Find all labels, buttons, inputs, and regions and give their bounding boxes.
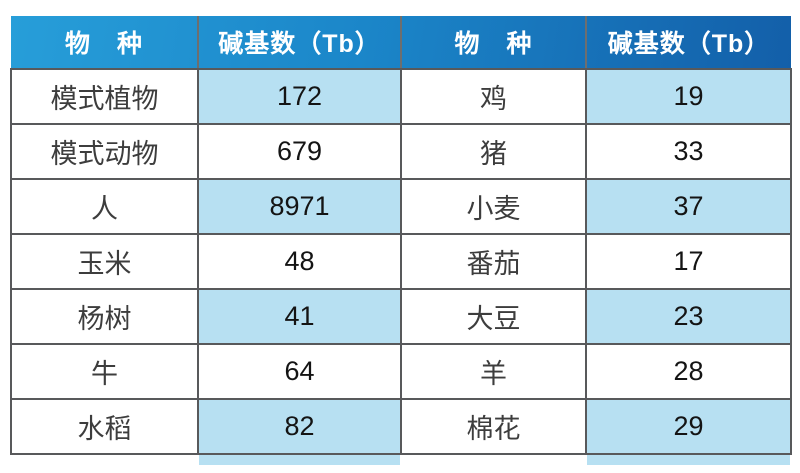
species-cell: 水稻 xyxy=(10,398,199,455)
table-row: 模式植物 172 鸡 19 xyxy=(10,68,792,125)
base-count-cell: 41 xyxy=(197,288,402,345)
base-count-cell: 48 xyxy=(197,233,402,290)
table-row: 人 8971 小麦 37 xyxy=(10,178,792,235)
species-cell: 玉米 xyxy=(10,233,199,290)
base-count-cell: 172 xyxy=(197,68,402,125)
base-count-cell: 19 xyxy=(585,68,792,125)
species-cell: 鸡 xyxy=(400,68,587,125)
species-cell: 模式动物 xyxy=(10,123,199,180)
header-basecount-left: 碱基数（Tb） xyxy=(197,16,402,70)
genome-size-table: 物 种 碱基数（Tb） 物 种 碱基数（Tb） 模式植物 172 鸡 19 模式… xyxy=(10,16,792,455)
table-row: 杨树 41 大豆 23 xyxy=(10,288,792,345)
base-count-cell: 8971 xyxy=(197,178,402,235)
species-cell: 小麦 xyxy=(400,178,587,235)
header-basecount-right: 碱基数（Tb） xyxy=(585,16,791,70)
species-cell: 大豆 xyxy=(400,288,587,345)
species-cell: 羊 xyxy=(400,343,587,400)
table-row: 牛 64 羊 28 xyxy=(10,343,792,400)
cutoff-next-row-fragment-right xyxy=(587,452,790,465)
species-cell: 杨树 xyxy=(10,288,199,345)
cutoff-next-row-fragment-left xyxy=(199,452,400,465)
species-cell: 人 xyxy=(10,178,199,235)
base-count-cell: 17 xyxy=(585,233,792,290)
base-count-cell: 29 xyxy=(585,398,792,455)
species-cell: 棉花 xyxy=(400,398,587,455)
base-count-cell: 64 xyxy=(197,343,402,400)
header-row: 物 种 碱基数（Tb） 物 种 碱基数（Tb） xyxy=(11,16,791,70)
header-species-left: 物 种 xyxy=(11,16,199,70)
base-count-cell: 37 xyxy=(585,178,792,235)
table-row: 水稻 82 棉花 29 xyxy=(10,398,792,455)
species-cell: 牛 xyxy=(10,343,199,400)
base-count-cell: 28 xyxy=(585,343,792,400)
table-row: 模式动物 679 猪 33 xyxy=(10,123,792,180)
base-count-cell: 33 xyxy=(585,123,792,180)
base-count-cell: 82 xyxy=(197,398,402,455)
table-row: 玉米 48 番茄 17 xyxy=(10,233,792,290)
species-cell: 模式植物 xyxy=(10,68,199,125)
base-count-cell: 679 xyxy=(197,123,402,180)
header-species-right: 物 种 xyxy=(400,16,587,70)
base-count-cell: 23 xyxy=(585,288,792,345)
species-cell: 番茄 xyxy=(400,233,587,290)
species-cell: 猪 xyxy=(400,123,587,180)
